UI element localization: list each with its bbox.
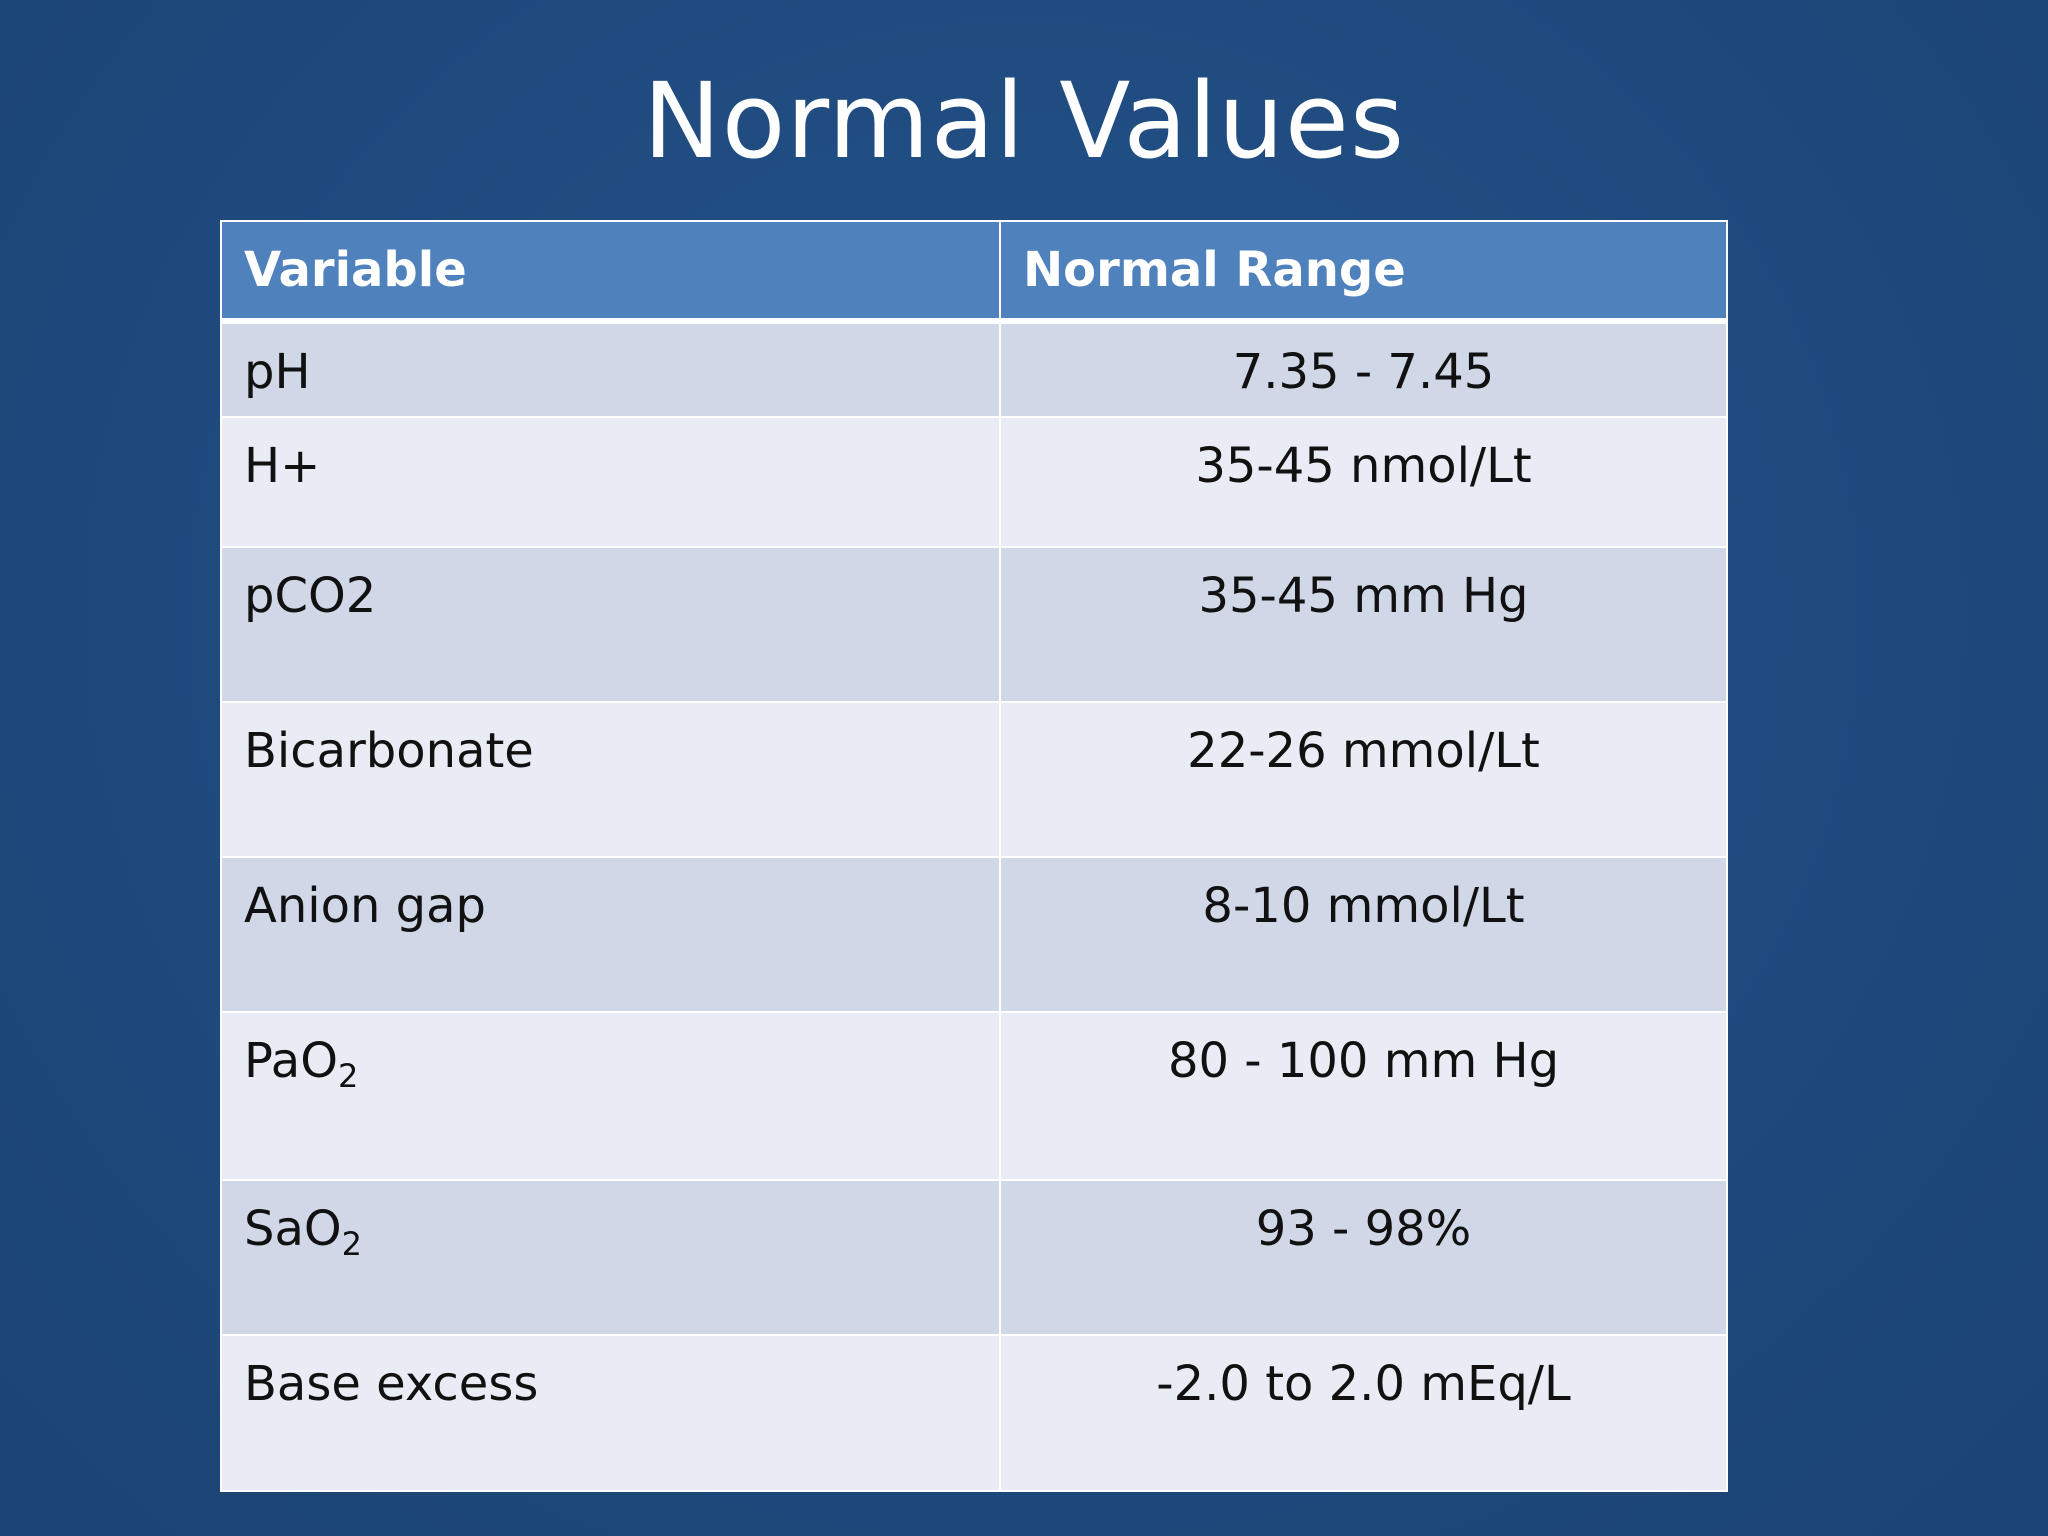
- slide-title: Normal Values: [642, 60, 1406, 182]
- variable-subscript: 2: [337, 1057, 359, 1095]
- variable-cell: pCO2: [220, 546, 1001, 703]
- table-row: pH 7.35 - 7.45: [220, 320, 1728, 418]
- variable-label: SaO: [244, 1201, 342, 1257]
- table-row: Base excess -2.0 to 2.0 mEq/L: [220, 1334, 1728, 1492]
- variable-label: pCO2: [244, 568, 377, 624]
- range-cell: 8-10 mmol/Lt: [999, 856, 1728, 1013]
- variable-label: pH: [244, 344, 311, 400]
- variable-cell: pH: [220, 320, 1001, 418]
- range-cell: 22-26 mmol/Lt: [999, 701, 1728, 858]
- table-row: pCO2 35-45 mm Hg: [220, 546, 1728, 703]
- table-header-row: Variable Normal Range: [220, 220, 1728, 324]
- variable-label: PaO: [244, 1033, 338, 1089]
- header-variable: Variable: [220, 220, 1001, 324]
- variable-label: Anion gap: [244, 878, 486, 934]
- table-row: Bicarbonate 22-26 mmol/Lt: [220, 701, 1728, 858]
- table-row: Anion gap 8-10 mmol/Lt: [220, 856, 1728, 1013]
- range-cell: 35-45 mm Hg: [999, 546, 1728, 703]
- table-row: SaO2 93 - 98%: [220, 1179, 1728, 1336]
- variable-cell: PaO2: [220, 1011, 1001, 1181]
- variable-label: Bicarbonate: [244, 723, 534, 779]
- variable-cell: Anion gap: [220, 856, 1001, 1013]
- variable-cell: H+: [220, 416, 1001, 548]
- range-cell: -2.0 to 2.0 mEq/L: [999, 1334, 1728, 1492]
- variable-label: H+: [244, 438, 321, 494]
- range-cell: 7.35 - 7.45: [999, 320, 1728, 418]
- range-cell: 93 - 98%: [999, 1179, 1728, 1336]
- variable-cell: Base excess: [220, 1334, 1001, 1492]
- variable-subscript: 2: [341, 1225, 363, 1263]
- variable-cell: SaO2: [220, 1179, 1001, 1336]
- range-cell: 80 - 100 mm Hg: [999, 1011, 1728, 1181]
- normal-values-table: Variable Normal Range pH 7.35 - 7.45 H+ …: [220, 220, 1728, 1492]
- variable-label: Base excess: [244, 1356, 539, 1412]
- header-normal-range: Normal Range: [999, 220, 1728, 324]
- table-row: PaO2 80 - 100 mm Hg: [220, 1011, 1728, 1181]
- variable-cell: Bicarbonate: [220, 701, 1001, 858]
- table-row: H+ 35-45 nmol/Lt: [220, 416, 1728, 548]
- range-cell: 35-45 nmol/Lt: [999, 416, 1728, 548]
